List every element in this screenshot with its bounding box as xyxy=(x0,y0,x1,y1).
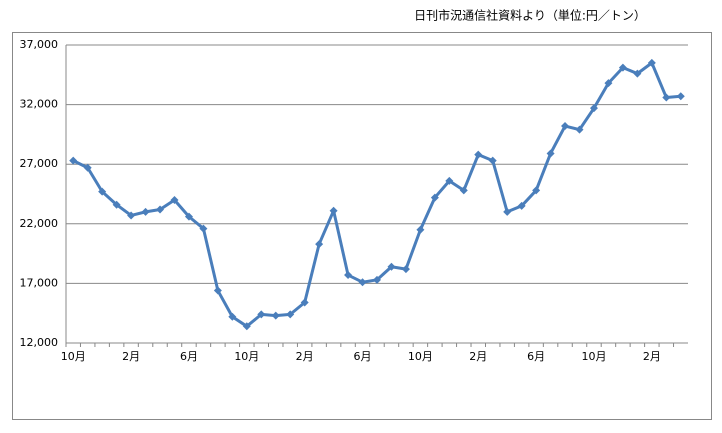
data-point xyxy=(98,187,107,196)
x-tick-label: 6月 xyxy=(180,350,198,363)
x-tick-label: 6月 xyxy=(354,350,372,363)
y-tick-label: 37,000 xyxy=(20,38,59,51)
data-point xyxy=(633,69,642,78)
data-point xyxy=(618,63,627,72)
data-point xyxy=(647,58,656,67)
data-point xyxy=(387,262,396,271)
chart-border xyxy=(12,32,712,420)
y-tick-label: 32,000 xyxy=(20,98,59,111)
x-tick-label: 2月 xyxy=(469,350,487,363)
data-point xyxy=(358,278,367,287)
x-tick-label: 2月 xyxy=(296,350,314,363)
x-tick-label: 10月 xyxy=(234,350,259,363)
data-point xyxy=(170,195,179,204)
data-point xyxy=(662,93,671,102)
chart-title: 日刊市況通信社資料より（単位:円／トン） xyxy=(414,8,646,23)
data-point xyxy=(257,310,266,319)
data-point xyxy=(488,156,497,165)
data-point xyxy=(213,286,222,295)
x-tick-label: 6月 xyxy=(527,350,545,363)
data-point xyxy=(156,205,165,214)
data-point xyxy=(83,163,92,172)
data-point xyxy=(503,207,512,216)
data-point xyxy=(184,212,193,221)
data-point xyxy=(373,275,381,284)
data-point xyxy=(546,149,555,158)
data-point xyxy=(329,206,338,215)
data-point xyxy=(575,125,584,134)
x-tick-label: 2月 xyxy=(122,350,140,363)
data-point xyxy=(676,92,685,101)
x-tick-label: 10月 xyxy=(408,350,433,363)
y-tick-label: 27,000 xyxy=(20,157,59,170)
y-tick-label: 22,000 xyxy=(20,217,59,230)
data-point xyxy=(532,186,541,195)
x-tick-label: 10月 xyxy=(61,350,86,363)
x-tick-label: 10月 xyxy=(581,350,606,363)
data-point xyxy=(344,271,353,280)
data-point xyxy=(271,311,280,320)
data-point xyxy=(127,211,136,220)
data-point xyxy=(401,265,410,274)
data-point xyxy=(286,310,295,319)
data-point xyxy=(430,193,439,202)
data-point xyxy=(242,322,251,331)
data-point xyxy=(459,186,468,195)
data-point xyxy=(199,224,208,233)
data-point xyxy=(445,176,454,185)
data-point xyxy=(604,79,613,88)
data-point xyxy=(315,240,324,249)
data-point xyxy=(141,207,150,216)
data-point xyxy=(517,201,526,210)
data-point xyxy=(69,156,78,165)
data-point xyxy=(416,225,425,234)
data-point xyxy=(300,298,309,307)
data-point xyxy=(589,104,598,113)
data-point xyxy=(228,312,237,321)
data-point xyxy=(112,200,121,209)
data-point xyxy=(561,122,570,131)
y-tick-label: 17,000 xyxy=(20,276,59,289)
x-tick-label: 2月 xyxy=(643,350,661,363)
y-tick-label: 12,000 xyxy=(20,336,59,349)
data-point xyxy=(474,150,483,159)
